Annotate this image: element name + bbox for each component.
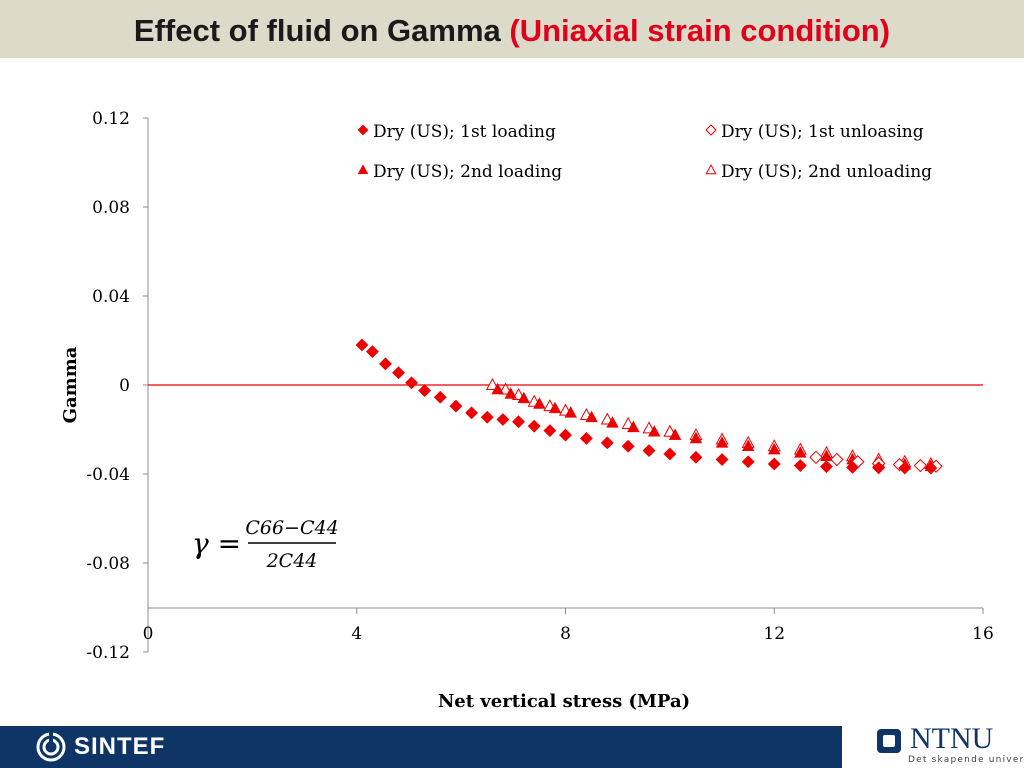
ntnu-logo: NTNU Det skapende universitet (876, 722, 1024, 768)
chart-legend: Dry (US); 1st loading Dry (US); 1st unloa… (357, 122, 932, 182)
data-point (898, 461, 912, 475)
data-point (715, 436, 729, 448)
y-tick-label: -0.08 (86, 554, 130, 574)
data-point (846, 460, 859, 474)
data-point (517, 391, 530, 404)
data-point (527, 419, 541, 433)
data-point (648, 425, 661, 437)
ntnu-logo-text: NTNU (910, 722, 994, 755)
data-point (830, 452, 844, 467)
data-point (793, 459, 807, 472)
formula-denominator: 2C44 (266, 550, 318, 572)
data-point (564, 406, 577, 418)
legend-marker (357, 164, 369, 175)
legend-marker (705, 124, 717, 136)
sintef-swirl-icon (36, 732, 66, 762)
data-point (379, 357, 392, 371)
x-tick-label: 0 (143, 624, 154, 644)
data-point (480, 410, 494, 424)
legend-marker (357, 124, 369, 136)
data-point (689, 431, 703, 444)
series-1 (355, 338, 938, 475)
data-point (741, 439, 755, 451)
data-point (913, 458, 928, 473)
footer-bar (0, 726, 842, 768)
x-tick-label: 4 (351, 624, 362, 644)
slide-title: Effect of fluid on Gamma (Uniaxial strai… (0, 0, 1024, 58)
data-point (548, 401, 562, 414)
data-point (465, 406, 478, 420)
data-point (585, 410, 598, 423)
data-point (449, 399, 463, 413)
data-point (355, 338, 369, 352)
data-point (543, 424, 557, 438)
data-point (924, 461, 938, 475)
data-marks (355, 338, 943, 475)
data-point (600, 436, 614, 450)
data-point (418, 384, 432, 397)
title-highlight: (Uniaxial strain condition) (509, 13, 891, 48)
gamma-chart: 0.12 0.08 0.04 0 -0.04 -0.08 -0.12 0 4 8 12 16 Dry … (60, 109, 994, 712)
formula-lhs: γ = (192, 527, 241, 560)
data-point (872, 461, 886, 475)
data-point (715, 453, 729, 466)
sintef-logo-text: SINTEF (74, 733, 166, 760)
data-point (491, 382, 504, 395)
sintef-logo: SINTEF (36, 729, 165, 765)
data-point (606, 416, 619, 428)
data-point (768, 442, 781, 455)
data-point (533, 397, 546, 409)
tick-labels: 0.12 0.08 0.04 0 -0.04 -0.08 -0.12 0 4 8 12 16 (86, 109, 993, 663)
data-point (820, 460, 833, 474)
legend-label: Dry (US); 2nd unloading (721, 162, 932, 182)
legend-label: Dry (US); 2nd loading (373, 162, 562, 182)
data-point (512, 415, 525, 429)
data-point (405, 376, 418, 390)
data-point (392, 366, 405, 380)
gamma-formula: γ = C66−C44 2C44 (192, 517, 339, 572)
data-point (794, 446, 807, 458)
data-point (365, 345, 379, 359)
y-tick-label: -0.04 (86, 465, 130, 485)
data-point (559, 428, 572, 442)
y-tick-label: 0.12 (92, 109, 130, 129)
y-tick-label: -0.12 (86, 643, 130, 663)
data-point (668, 428, 682, 440)
x-tick-label: 16 (972, 624, 994, 644)
data-point (496, 413, 510, 426)
data-point (498, 382, 513, 395)
data-point (504, 387, 517, 399)
y-tick-label: 0.04 (92, 287, 130, 307)
formula-numerator: C66−C44 (245, 517, 338, 539)
data-point (767, 457, 781, 471)
data-point (741, 455, 755, 469)
series-3 (491, 382, 938, 472)
x-tick-label: 12 (763, 624, 785, 644)
legend-label: Dry (US); 1st unloasing (721, 122, 924, 142)
y-axis-label: Gamma (60, 346, 81, 423)
legend-label: Dry (US); 1st loading (373, 122, 556, 142)
series-4 (485, 377, 938, 469)
data-point (627, 420, 640, 433)
series-2 (809, 450, 943, 473)
title-main: Effect of fluid on Gamma (133, 13, 501, 48)
y-tick-label: 0.08 (92, 198, 130, 218)
data-point (485, 377, 499, 390)
x-axis-label: Net vertical stress (MPa) (438, 691, 690, 712)
data-point (663, 447, 677, 461)
ntnu-emblem-icon (877, 729, 901, 753)
data-point (579, 431, 593, 445)
y-tick-label: 0 (119, 376, 130, 396)
data-point (642, 444, 656, 458)
legend-marker (705, 163, 717, 175)
title-bar (0, 0, 1024, 58)
data-point (809, 450, 823, 465)
ntnu-tagline: Det skapende universitet (908, 755, 1024, 765)
data-point (621, 439, 635, 453)
x-tick-label: 8 (560, 624, 571, 644)
data-point (689, 450, 703, 464)
data-point (433, 390, 447, 404)
